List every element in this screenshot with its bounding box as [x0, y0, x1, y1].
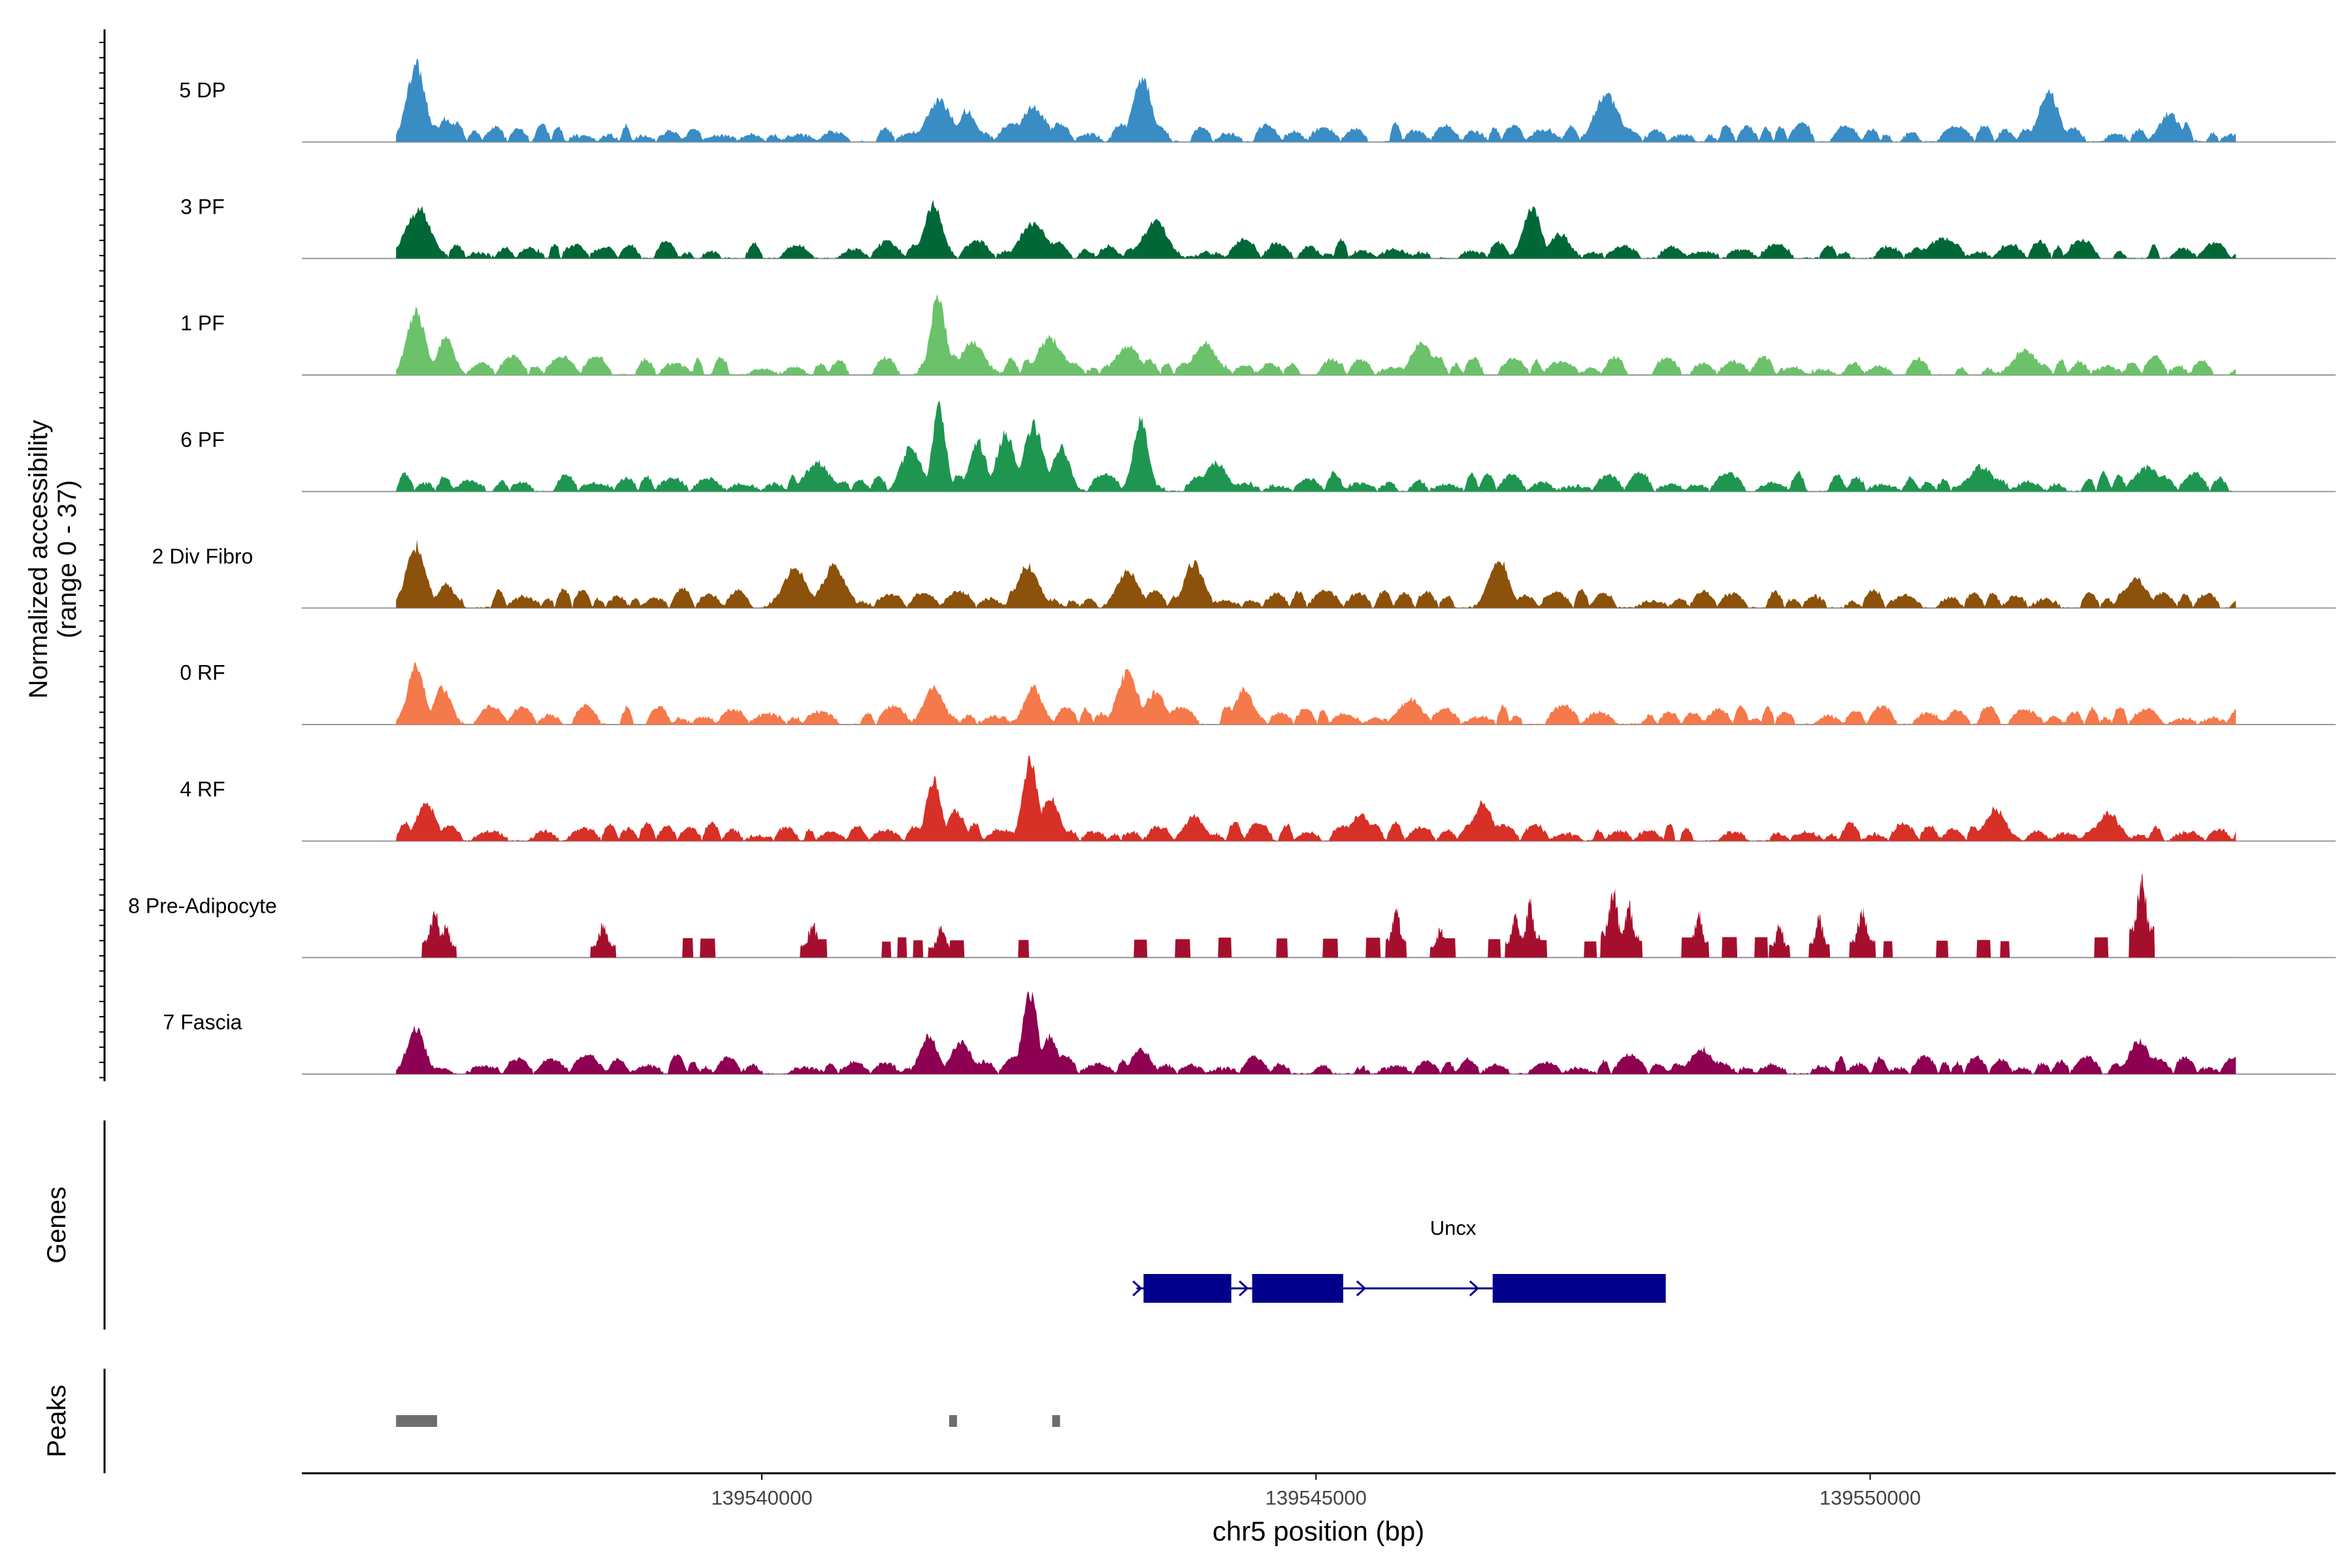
track-label: 0 RF: [180, 661, 225, 685]
track-coverage-area: [396, 200, 2236, 259]
genes-panel-label: Genes: [42, 1186, 71, 1264]
x-tick-label: 139550000: [1820, 1486, 1921, 1509]
y-axis-label-line2: (range 0 - 37): [53, 480, 82, 638]
track-coverage-area: [396, 873, 2236, 958]
track-1-pf: 1 PF: [180, 293, 2336, 376]
track-coverage-area: [396, 755, 2236, 841]
track-4-rf: 4 RF: [180, 755, 2336, 842]
coverage-y-axis-ticks: [99, 42, 105, 1079]
track-7-fascia: 7 Fascia: [163, 990, 2336, 1075]
y-axis-label-line1: Normalized accessibility: [24, 420, 53, 699]
track-coverage-area: [396, 293, 2236, 375]
track-2-div-fibro: 2 Div Fibro: [152, 539, 2336, 609]
track-3-pf: 3 PF: [180, 195, 2336, 259]
track-8-pre-adipocyte: 8 Pre-Adipocyte: [128, 873, 2336, 958]
gene-strand-arrow: [1469, 1280, 1480, 1297]
track-label: 3 PF: [180, 195, 225, 218]
track-label: 6 PF: [180, 428, 225, 451]
peaks-panel-label: Peaks: [42, 1384, 71, 1457]
x-axis-title: chr5 position (bp): [1213, 1516, 1425, 1546]
x-tick-label: 139545000: [1266, 1486, 1367, 1509]
track-label: 4 RF: [180, 777, 225, 801]
coverage-y-axis-title: Normalized accessibility (range 0 - 37): [24, 420, 82, 699]
track-label: 7 Fascia: [163, 1011, 242, 1034]
track-coverage-area: [396, 539, 2236, 608]
track-coverage-area: [396, 400, 2236, 492]
track-coverage-area: [396, 990, 2236, 1074]
gene-strand-arrow: [1239, 1280, 1249, 1297]
track-6-pf: 6 PF: [180, 400, 2336, 493]
gene-name-label: Uncx: [1430, 1217, 1477, 1239]
track-coverage-area: [396, 58, 2236, 142]
track-label: 2 Div Fibro: [152, 544, 253, 568]
gene-exon: [1492, 1274, 1666, 1303]
track-0-rf: 0 RF: [180, 661, 2336, 725]
track-label: 5 DP: [179, 78, 225, 102]
track-label: 1 PF: [180, 312, 225, 335]
track-5-dp: 5 DP: [179, 58, 2336, 143]
coverage-tracks: 5 DP 3 PF 1 PF 6 PF 2 Div Fibro 0 RF 4 RF 8 Pre…: [128, 58, 2336, 1075]
gene-strand-arrow: [1356, 1280, 1367, 1297]
track-coverage-area: [396, 662, 2236, 725]
peak-regions: [396, 1415, 1060, 1427]
gene-exon: [1143, 1274, 1232, 1303]
x-axis-ticks: 139540000 139545000 139550000: [711, 1473, 1921, 1509]
x-tick-label: 139540000: [711, 1486, 812, 1509]
gene-model: Uncx: [1132, 1217, 1666, 1303]
gene-exon: [1252, 1274, 1343, 1303]
peak-region-bar: [1052, 1415, 1060, 1427]
peak-region-bar: [949, 1415, 957, 1427]
peak-region-bar: [396, 1415, 437, 1427]
track-label: 8 Pre-Adipocyte: [128, 894, 277, 917]
gene-strand-arrow: [1132, 1280, 1143, 1297]
